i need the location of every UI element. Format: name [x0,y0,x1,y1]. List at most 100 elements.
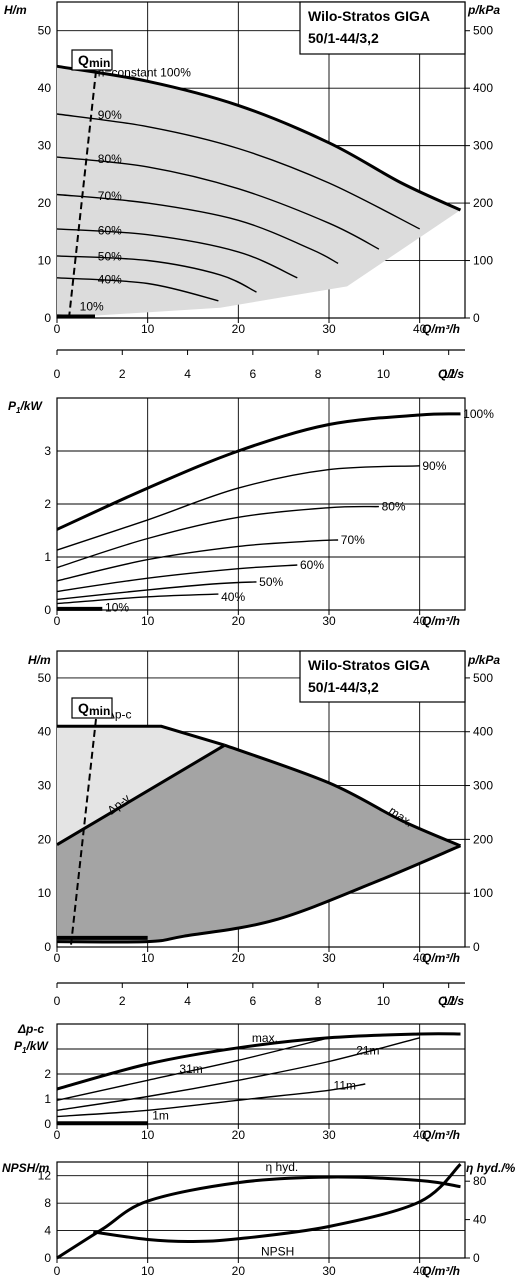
x-tick-label: 40 [413,951,427,965]
lps-label-2: Q/l/s [438,994,464,1008]
title-line-1: Wilo-Stratos GIGA [308,8,430,24]
min-curve [56,844,462,944]
speed-curve-label: 70% [98,189,122,203]
y-tick-label: 10 [38,886,52,900]
power-curve-label: 100% [463,407,494,421]
title-line-2b: 50/1-44/3,2 [308,679,379,695]
qmin-q-1: Q [78,52,89,68]
y-tick-label: 2 [44,497,51,511]
x-tick-label: 0 [54,614,61,628]
y2-tick-label: 500 [473,671,493,685]
lps-tick-label: 6 [249,994,256,1008]
head-y-label: H/m [4,3,27,17]
y2-tick-label: 300 [473,139,493,153]
y-tick-label: 0 [44,940,51,954]
qmin-q-2: Q [78,700,89,716]
pressure-y-ticks: 0 100 200 300 400 500 [465,24,493,325]
y2-tick-label: 200 [473,832,493,846]
pressure-y-label: p/kPa [467,3,500,17]
dpc-power-label: 11m [334,1078,356,1092]
dpc-power-label: 31m [179,1062,202,1076]
x-tick-label: 40 [413,322,427,336]
speed-curve [56,113,421,230]
x-tick-label: 0 [54,951,61,965]
y-tick-label: 3 [44,444,51,458]
qmin-label-1: Q min [71,49,113,71]
x-tick-label: 30 [322,614,336,628]
power-dpc-y-main: P [14,1039,23,1053]
x-tick-label: 20 [232,951,246,965]
power-x-label: Q/m³/h [422,614,460,628]
y-tick-label: 8 [44,1196,51,1210]
control-x-label: Q/m³/h [422,951,460,965]
power-chart-grid [57,398,465,610]
qmin-line-2 [70,718,97,946]
y-tick-label: 1 [44,1092,51,1106]
power-x-ticks: 0 10 20 30 40 [54,610,427,628]
lps-tick-label: 12 [442,994,456,1008]
title-line-1b: Wilo-Stratos GIGA [308,657,430,673]
dpc-power-curve [56,1037,420,1111]
lps-tick-label: 10 [377,994,391,1008]
power-speed-curves: 100% 90% 80% 70% 60% 50% 40% 10% [56,407,494,614]
title-box-1: Wilo-Stratos GIGA 50/1-44/3,2 [299,1,466,55]
eta-tick-label: 80 [473,1174,487,1188]
npsh-x-ticks: 0 10 20 30 40 [54,1258,427,1278]
power-curve [56,505,379,569]
eta-curve-label: η hyd. [266,1160,299,1174]
power-curve-label: 90% [422,459,446,473]
head-y-ticks: 0 10 20 30 40 50 [38,24,52,325]
head-x-ticks: 0 10 20 30 40 [54,318,427,336]
power-y-label: P1/kW [8,399,43,415]
npsh-y-label: NPSH/m [2,1161,50,1175]
dpc-power-curve [56,1037,330,1101]
speed-curve-label: 60% [98,224,122,238]
y-tick-label: 50 [38,24,52,38]
lps-ticks-2: 0 2 4 6 8 10 12 [54,983,456,1008]
speed-curve-label: 50% [98,250,122,264]
power-dpc-grid [57,1024,465,1124]
speed-curve-label: n=constant 100% [98,66,191,80]
y-tick-label: 1 [44,550,51,564]
lps-ticks-1: 0 2 4 6 8 10 12 [54,350,456,381]
power-dpc-y-unit: /kW [25,1039,49,1053]
lps-tick-label: 8 [315,994,322,1008]
power-dpc-curves: max. 31m 21m 11m 1m [56,1031,461,1126]
power-dpc-x-ticks: 0 10 20 30 40 [54,1124,427,1142]
dpc-power-curve [56,1083,366,1118]
power-curve [56,581,257,601]
speed-curve [56,255,257,293]
speed-curve [56,193,339,265]
dpc-power-label: 1m [152,1108,169,1122]
max-curve [224,743,462,848]
y-tick-label: 0 [44,1251,51,1265]
qmin-label-2: Q min [71,697,113,719]
npsh-x-label: Q/m³/h [422,1264,460,1278]
control-y-label: H/m [28,653,51,667]
title-box-2: Wilo-Stratos GIGA 50/1-44/3,2 [299,650,466,703]
x-tick-label: 0 [54,1128,61,1142]
power-curve [56,593,219,605]
y-tick-label: 2 [44,1067,51,1081]
eta-y-ticks: 0 40 80 [465,1174,487,1265]
flow-lps-axis-1: 0 2 4 6 8 10 12 Q/l/s [54,349,465,381]
lps-label-1: Q/l/s [438,367,464,381]
y2-tick-label: 400 [473,725,493,739]
speed-curve-label: 40% [98,273,122,287]
y-tick-label: 0 [44,1117,51,1131]
dpv-curve [56,743,226,846]
eta-y-label: η hyd./% [466,1161,516,1175]
x-tick-label: 40 [413,1128,427,1142]
y-tick-label: 10 [38,254,52,268]
qmin-sub-2: min [89,704,110,718]
speed-curve-label: 10% [80,300,104,314]
x-tick-label: 30 [322,1128,336,1142]
x-tick-label: 30 [322,1264,336,1278]
y-tick-label: 30 [38,139,52,153]
x-tick-label: 10 [141,1264,155,1278]
eta-tick-label: 0 [473,1251,480,1265]
control-pressure-ticks: 0 100 200 300 400 500 [465,671,493,954]
y2-tick-label: 300 [473,779,493,793]
control-light-area [57,726,225,845]
